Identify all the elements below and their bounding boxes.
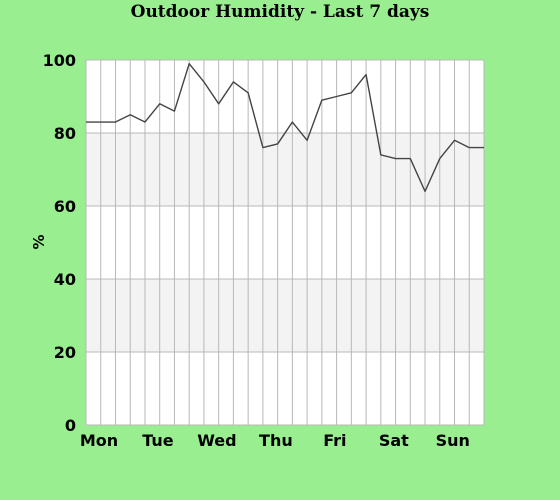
x-tick-label-sun: Sun [436,431,470,450]
plot-background [86,60,484,425]
y-tick-label-100: 100 [43,51,76,70]
x-tick-label-sat: Sat [379,431,409,450]
y-tick-label-20: 20 [54,343,76,362]
x-tick-label-thu: Thu [259,431,293,450]
band-0 [86,279,484,352]
band-1 [86,133,484,206]
chart-title: Outdoor Humidity - Last 7 days [130,2,430,22]
x-tick-label-fri: Fri [323,431,346,450]
x-tick-label-tue: Tue [142,431,174,450]
plot-area [86,60,484,425]
y-tick-label-0: 0 [65,416,76,435]
y-axis: 0 20 40 60 80 100 [43,51,76,435]
x-axis: Mon Tue Wed Thu Fri Sat Sun [80,431,470,450]
x-tick-label-mon: Mon [80,431,118,450]
x-tick-label-wed: Wed [197,431,236,450]
y-tick-label-80: 80 [54,124,76,143]
y-axis-label: % [30,234,48,249]
series [86,62,484,193]
y-tick-label-40: 40 [54,270,76,289]
grid [85,59,485,426]
y-tick-label-60: 60 [54,197,76,216]
series-line-0 [86,62,484,193]
